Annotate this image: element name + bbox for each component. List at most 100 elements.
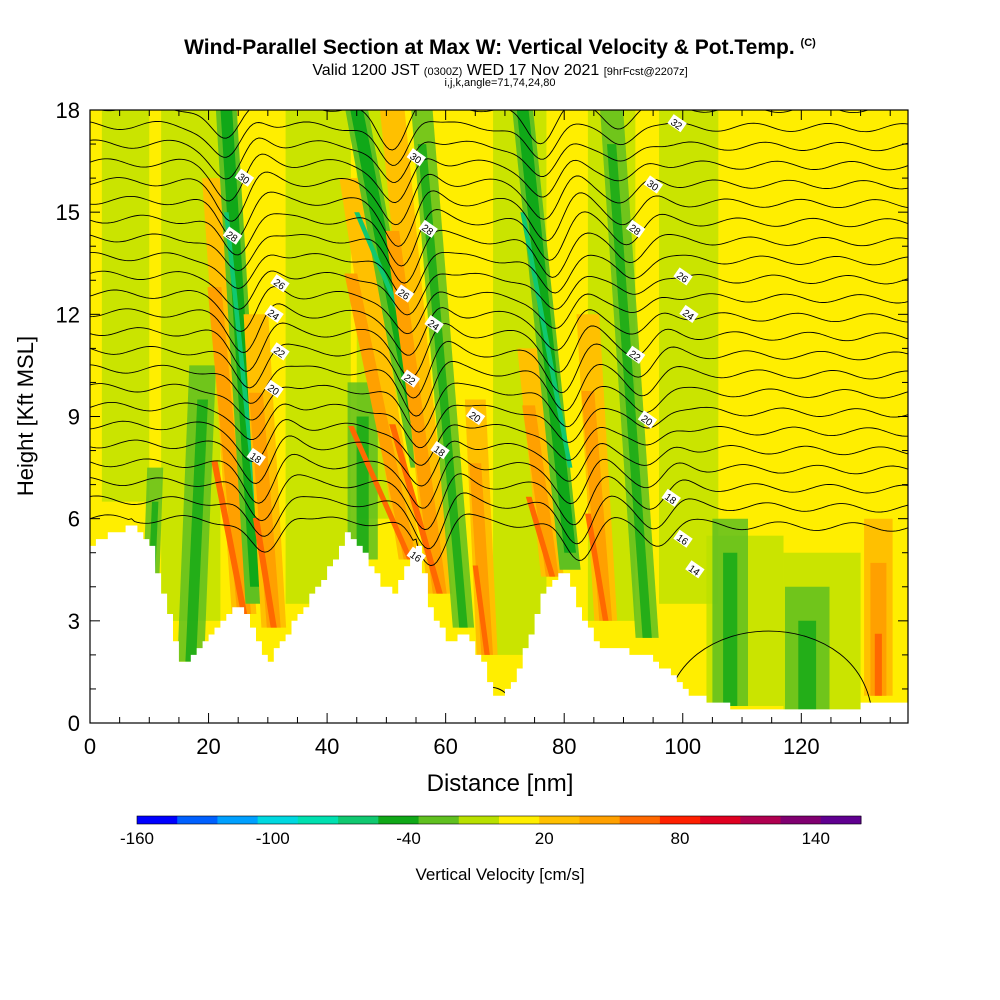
contour-label-box: [264, 304, 284, 324]
grid-indices-label: i,j,k,angle=71,74,24,80: [444, 77, 556, 89]
colorbar-swatch: [217, 816, 259, 824]
y-tick-label: 0: [68, 711, 80, 736]
contour-label-box: [685, 560, 705, 579]
x-tick-label: 20: [196, 734, 220, 759]
theta-contour-line: [90, 453, 908, 509]
x-tick-label: 120: [783, 734, 820, 759]
colorbar-tick-label: -100: [256, 829, 290, 848]
colorbar-swatch: [780, 816, 822, 824]
y-axis-label: Height [Kft MSL]: [13, 336, 38, 496]
contour-label-box: [430, 441, 450, 460]
updraft-core: [522, 405, 559, 577]
colorbar-tick-label: -160: [120, 829, 154, 848]
downdraft-core: [417, 144, 468, 628]
contour-label-box: [234, 168, 255, 187]
contour-label-box: [406, 148, 427, 167]
contour-label-box: [465, 406, 486, 426]
downdraft-core: [723, 552, 738, 706]
contour-label-box: [673, 529, 693, 548]
y-tick-label: 12: [56, 302, 80, 327]
theta-contour-line: [90, 360, 908, 417]
theta-contour-line: [90, 513, 908, 567]
downdraft-peak: [520, 212, 573, 468]
theta-contour-line: [90, 286, 908, 335]
colorbar-swatch: [820, 816, 862, 824]
contour-label-box: [406, 546, 427, 565]
updraft-core: [344, 273, 417, 560]
chart-title: Wind-Parallel Section at Max W: Vertical…: [184, 36, 816, 59]
field-patch: [101, 110, 150, 502]
colorbar-label: Vertical Velocity [cm/s]: [415, 865, 584, 884]
colorbar-tick-label: 140: [802, 829, 830, 848]
y-tick-label: 18: [56, 98, 80, 123]
x-tick-label: 80: [552, 734, 576, 759]
colorbar-swatch: [257, 816, 299, 824]
y-tick-label: 6: [68, 507, 80, 532]
field-patch: [659, 110, 719, 604]
theta-contour-line: [90, 340, 908, 399]
contour-label-box: [394, 284, 415, 303]
colorbar-swatch: [659, 816, 701, 824]
contour-label-box: [667, 114, 687, 133]
chart-subtitle: Valid 1200 JST (0300Z) WED 17 Nov 2021 […: [312, 62, 688, 79]
colorbar-swatch: [700, 816, 741, 824]
updraft-core: [581, 391, 613, 621]
x-tick-label: 40: [315, 734, 339, 759]
updraft-peak: [525, 496, 556, 577]
updraft-peak: [211, 461, 248, 614]
updraft-peak: [472, 565, 490, 655]
theta-contour-line: [90, 137, 908, 183]
contour-label-box: [264, 379, 284, 398]
downdraft-core: [607, 144, 652, 638]
theta-contour-line: [90, 251, 908, 300]
contour-label-box: [270, 274, 290, 293]
y-tick-label: 9: [68, 405, 80, 430]
downdraft-core: [798, 620, 817, 710]
colorbar-swatch: [378, 816, 420, 824]
theta-contour-line: [90, 303, 908, 356]
x-tick-label: 0: [84, 734, 96, 759]
contour-label-box: [400, 369, 421, 388]
theta-contour-line: [90, 492, 908, 550]
theta-contour-line: [90, 322, 908, 378]
theta-contour-line: [90, 473, 908, 531]
theta-contour-line: [90, 120, 908, 166]
y-tick-label: 3: [68, 609, 80, 634]
contour-label-box: [625, 219, 646, 238]
colorbar-swatch: [297, 816, 339, 824]
colorbar-swatch: [177, 816, 218, 824]
theta-contour-line: [90, 229, 908, 284]
updraft-peak: [252, 518, 277, 628]
downdraft-core: [356, 416, 369, 560]
field-patch: [285, 110, 351, 604]
updraft-peak: [874, 633, 882, 696]
contour-label-box: [679, 304, 699, 324]
colorbar-swatch: [499, 816, 540, 824]
theta-contour-line: [90, 435, 908, 487]
theta-contour-line: [90, 171, 908, 226]
colorbar-swatch: [137, 816, 178, 824]
contour-label-box: [625, 345, 646, 364]
contour-label-box: [424, 315, 444, 334]
theta-contour-line: [90, 270, 908, 316]
contour-label-box: [418, 219, 438, 238]
updraft-core: [385, 230, 447, 594]
terrain-fill: [90, 525, 908, 723]
contour-label-box: [673, 267, 693, 286]
contour-label-box: [637, 410, 658, 429]
contour-label-box: [643, 175, 664, 194]
theta-contour-line: [90, 209, 908, 267]
updraft-peak: [348, 426, 413, 560]
updraft-core: [469, 463, 493, 655]
colorbar-tick-label: 80: [671, 829, 690, 848]
updraft-core: [207, 287, 252, 614]
colorbar-swatch: [418, 816, 460, 824]
updraft-core: [870, 562, 887, 696]
colorbar-tick-label: 20: [535, 829, 554, 848]
x-tick-label: 100: [664, 734, 701, 759]
contour-label-box: [270, 342, 290, 361]
colorbar-swatch: [619, 816, 661, 824]
colorbar-frame: [136, 815, 862, 825]
colorbar-swatch: [740, 816, 782, 824]
